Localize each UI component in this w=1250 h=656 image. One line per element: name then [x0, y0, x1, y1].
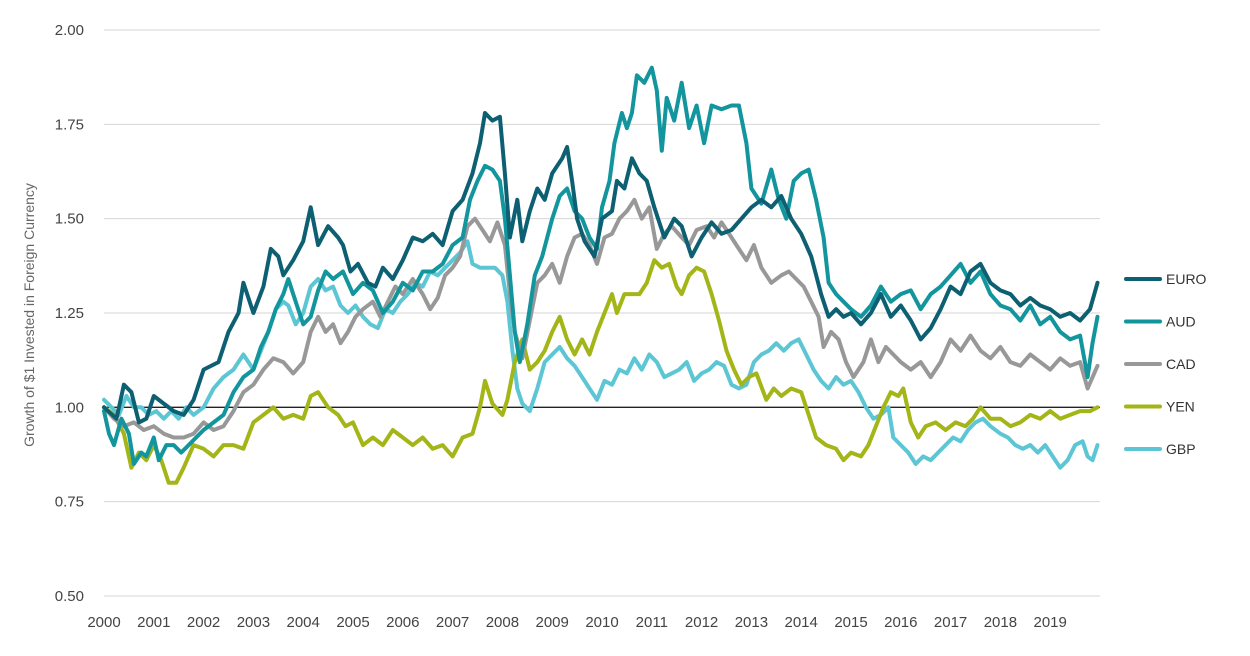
y-tick-label: 2.00	[55, 22, 84, 39]
legend-label-cad: CAD	[1166, 356, 1196, 372]
x-tick-label: 2019	[1034, 614, 1067, 631]
y-tick-label: 1.25	[55, 305, 84, 322]
x-tick-label: 2003	[237, 614, 270, 631]
legend-label-yen: YEN	[1166, 399, 1195, 415]
x-axis: 2000 2001 2002 2003 2004 2005 2006 2007 2008 2009…	[87, 614, 1067, 631]
x-tick-label: 2005	[336, 614, 369, 631]
x-tick-label: 2016	[884, 614, 917, 631]
x-tick-label: 2011	[636, 614, 668, 631]
x-tick-label: 2006	[386, 614, 419, 631]
y-tick-label: 1.00	[55, 399, 84, 416]
x-tick-label: 2012	[685, 614, 718, 631]
x-tick-label: 2001	[137, 614, 170, 631]
x-tick-label: 2014	[785, 614, 818, 631]
series-line-cad	[102, 197, 1100, 440]
series-lines	[102, 65, 1100, 485]
x-tick-label: 2009	[536, 614, 569, 631]
y-axis: 0.50 0.75 1.00 1.25 1.50 1.75 2.00	[55, 22, 84, 605]
series-line-yen	[102, 258, 1100, 485]
x-tick-label: 2013	[735, 614, 768, 631]
x-tick-label: 2010	[585, 614, 618, 631]
legend: EURO AUD CAD YEN GBP	[1124, 271, 1207, 457]
y-tick-label: 1.50	[55, 211, 84, 228]
x-tick-label: 2018	[984, 614, 1017, 631]
legend-label-euro: EURO	[1166, 271, 1207, 287]
y-tick-label: 0.50	[55, 588, 84, 605]
legend-label-gbp: GBP	[1166, 441, 1196, 457]
x-tick-label: 2015	[834, 614, 867, 631]
x-tick-label: 2004	[287, 614, 320, 631]
x-tick-label: 2000	[87, 614, 120, 631]
series-line-aud	[102, 65, 1100, 466]
series-line-euro	[102, 111, 1100, 425]
x-tick-label: 2002	[187, 614, 220, 631]
x-tick-label: 2017	[934, 614, 967, 631]
y-axis-title: Growth of $1 Invested in Foreign Currenc…	[21, 183, 37, 447]
series-line-gbp	[102, 239, 1100, 470]
y-tick-label: 1.75	[55, 116, 84, 133]
x-tick-label: 2008	[486, 614, 519, 631]
legend-label-aud: AUD	[1166, 314, 1196, 330]
y-tick-label: 0.75	[55, 494, 84, 511]
x-tick-label: 2007	[436, 614, 469, 631]
